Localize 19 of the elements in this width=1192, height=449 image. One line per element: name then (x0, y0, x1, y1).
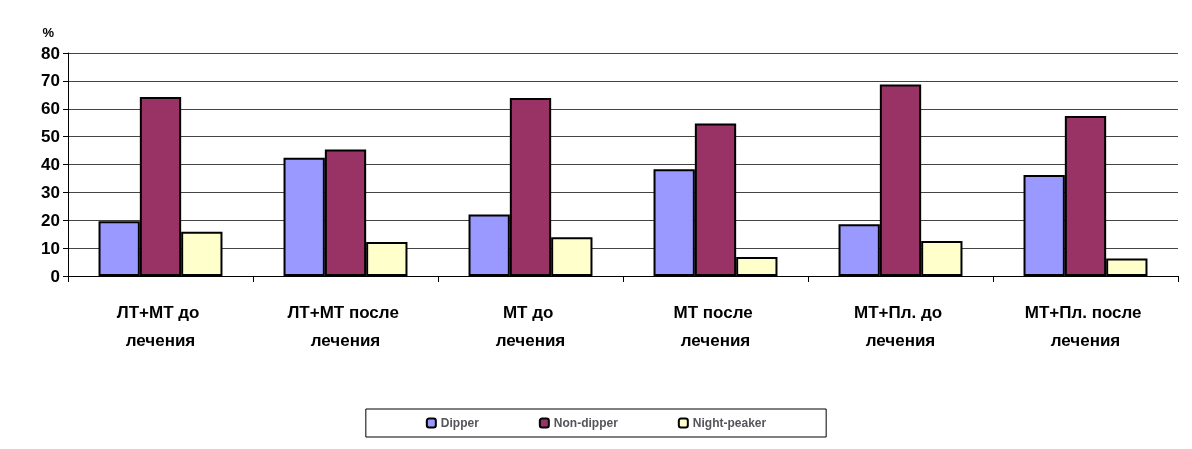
y-tick-label: 50 (41, 127, 60, 147)
y-tick-label: 30 (41, 182, 60, 202)
x-tick-label: МТ+Пл. до лечения (854, 302, 947, 350)
y-tick-label: 80 (41, 43, 60, 63)
x-tick-label: МТ+Пл. после лечения (1024, 302, 1147, 350)
y-tick-label: 20 (41, 210, 60, 230)
legend-label: Non-dipper (553, 416, 619, 430)
legend-label: Night-peaker (692, 416, 767, 430)
y-tick-label: 10 (41, 238, 60, 258)
x-tick-label: МТ до лечения (495, 302, 566, 350)
x-tick-label: ЛТ+МТ до лечения (116, 302, 205, 350)
y-tick-label: 0 (50, 266, 60, 286)
y-axis-title: % (42, 25, 55, 40)
x-tick-label: МТ после лечения (673, 302, 758, 350)
x-tick-label: ЛТ+МТ после лечения (287, 302, 404, 350)
y-tick-label: 40 (41, 155, 60, 174)
y-tick-label: 70 (41, 71, 60, 91)
y-tick-label: 60 (41, 99, 60, 119)
legend-label: Dipper (440, 416, 480, 430)
